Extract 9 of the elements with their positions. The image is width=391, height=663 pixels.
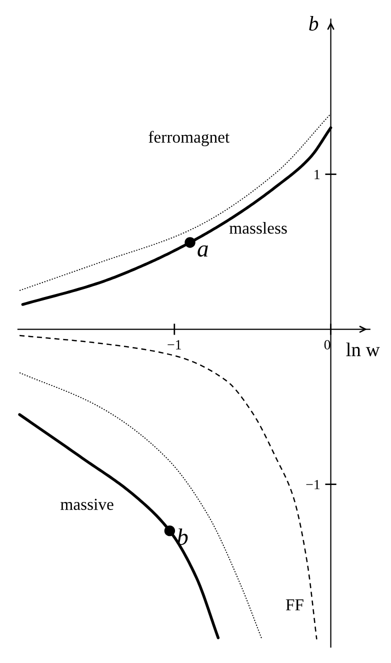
annotation: FF [286, 599, 304, 610]
x-axis-title: ln w [346, 342, 380, 356]
y-tick-label: 1 [314, 170, 320, 180]
annotation: massless [229, 222, 287, 234]
data-label: a [198, 245, 208, 257]
annotation: massive [60, 498, 114, 510]
y-axis-title: b [309, 16, 318, 31]
annotation: ferromagnet [148, 130, 230, 146]
x-tick-label: 0 [324, 340, 330, 350]
